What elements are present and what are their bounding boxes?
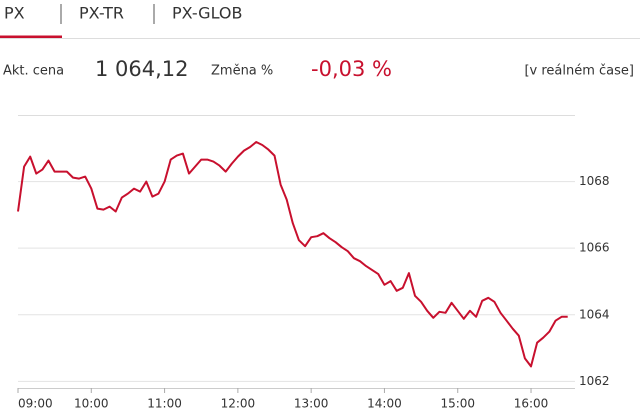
x-tick-label: 09:00	[18, 397, 53, 411]
x-tick-label: 14:00	[367, 397, 402, 411]
price-line	[17, 141, 568, 368]
realtime-note: [v reálném čase]	[524, 64, 634, 79]
x-tick-label: 12:00	[221, 397, 256, 411]
price-label: Akt. cena	[3, 64, 64, 79]
change-label: Změna %	[211, 64, 273, 79]
tab[interactable]: PX-TR	[79, 4, 124, 23]
y-tick-label: 1068	[579, 174, 610, 188]
price: 1 064,12	[95, 57, 189, 81]
change: -0,03 %	[311, 57, 392, 81]
tab[interactable]: PX	[4, 4, 25, 23]
y-tick-label: 1062	[579, 374, 610, 388]
x-tick-label: 11:00	[147, 397, 182, 411]
y-tick-label: 1064	[579, 307, 610, 321]
x-tick-label: 10:00	[74, 397, 109, 411]
x-tick-label: 15:00	[440, 397, 475, 411]
y-tick-label: 1066	[579, 241, 610, 255]
x-tick-label: 13:00	[294, 397, 329, 411]
tab[interactable]: PX-GLOB	[172, 4, 242, 23]
x-tick-label: 16:00	[514, 397, 549, 411]
